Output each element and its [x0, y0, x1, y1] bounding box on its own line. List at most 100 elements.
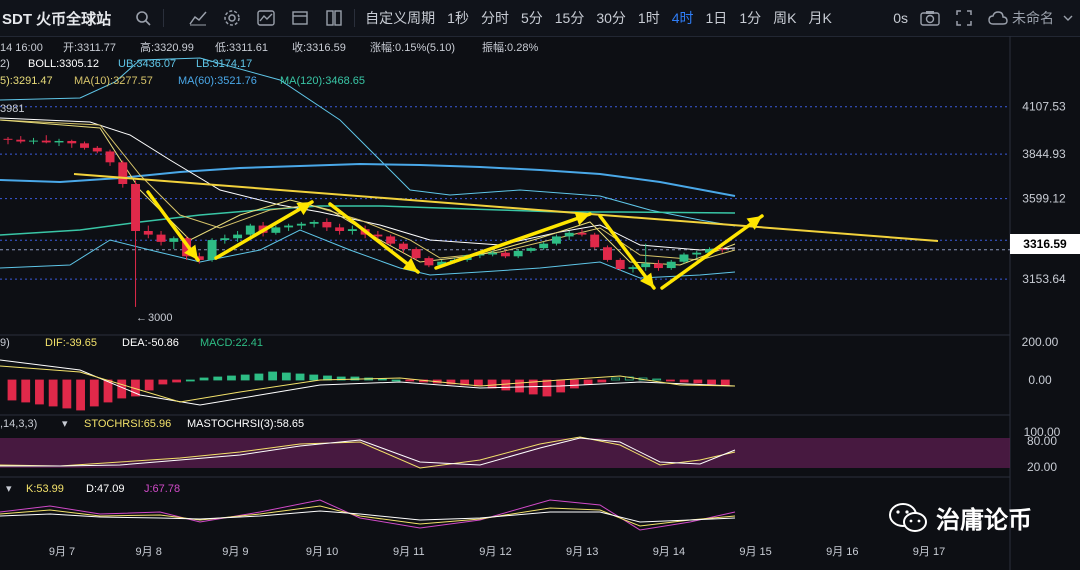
- candle-body: [245, 225, 255, 235]
- timeframe-4h[interactable]: 4时: [671, 10, 694, 26]
- candle-body: [577, 232, 587, 235]
- time-tick-label: 9月 7: [49, 546, 75, 558]
- kdj-j-line: [0, 499, 736, 531]
- macd-tick-label: 200.00: [1022, 335, 1059, 349]
- candle-body: [207, 240, 217, 260]
- svg-text:涨幅:0.15%(5.10): 涨幅:0.15%(5.10): [370, 41, 455, 54]
- chart-style-icon[interactable]: [256, 8, 276, 28]
- price-tick-label: 3153.64: [1022, 272, 1066, 286]
- stochrsi-line: [0, 436, 736, 469]
- macd-bar: [7, 379, 17, 401]
- candle-body: [347, 229, 357, 231]
- candle-body: [169, 238, 179, 242]
- svg-text:9): 9): [0, 337, 10, 349]
- kline-chart[interactable]: 4107.533844.933599.123369.033153.64200.0…: [0, 36, 1080, 570]
- macd-dea-line: [0, 359, 736, 406]
- stochrsi-tick-label: 100.00: [1024, 425, 1061, 439]
- boll-upper-line: [0, 57, 736, 227]
- candle-body: [488, 252, 498, 255]
- svg-text:MA(120):3468.65: MA(120):3468.65: [280, 75, 365, 87]
- svg-text:DIF:-39.65: DIF:-39.65: [45, 337, 97, 349]
- timeframe-5m[interactable]: 5分: [520, 10, 543, 26]
- chevron-down-icon[interactable]: [1058, 8, 1078, 28]
- cloud-icon[interactable]: [988, 8, 1008, 28]
- macd-bar: [583, 379, 593, 385]
- candle-body: [80, 143, 89, 148]
- macd-bar: [487, 379, 497, 389]
- kdj-info: ▾ K:53.99 D:47.09 J:67.78: [6, 483, 180, 495]
- kdj-d-line: [0, 510, 736, 523]
- time-tick-label: 9月 17: [913, 546, 945, 558]
- macd-panel: [0, 359, 736, 411]
- camera-icon[interactable]: [920, 8, 940, 28]
- macd-bar: [446, 379, 456, 385]
- candle-body: [437, 261, 447, 266]
- svg-text:BOLL:3305.12: BOLL:3305.12: [28, 58, 99, 70]
- timeframe-line[interactable]: 分时: [480, 10, 509, 26]
- candle-body: [373, 234, 383, 237]
- macd-bar: [172, 379, 182, 383]
- price-tick-label: 3844.93: [1022, 147, 1066, 161]
- candle-body: [233, 234, 243, 239]
- timeframe-week[interactable]: 周K: [773, 10, 797, 26]
- watermark: 治庸论币: [888, 500, 1032, 535]
- candle-body: [105, 151, 115, 163]
- timeframe-15m[interactable]: 15分: [554, 10, 585, 26]
- timeframe-1d[interactable]: 1日: [705, 10, 728, 26]
- timeframe-1m[interactable]: 1分: [739, 10, 762, 26]
- macd-bar: [720, 379, 730, 386]
- wechat-icon: [889, 502, 927, 532]
- timeframe-1s[interactable]: 1秒: [447, 10, 469, 26]
- macd-dif-line: [0, 365, 736, 403]
- ma-info: 5):3291.47 MA(10):3277.57 MA(60):3521.76…: [0, 75, 365, 87]
- candle-body: [398, 243, 408, 250]
- macd-bar: [405, 379, 415, 382]
- ma60-line: [0, 162, 736, 197]
- time-axis: 9月 7 9月 8 9月 9 9月 10 9月 11 9月 12 9月 13 9月 14 9月 …: [49, 546, 945, 558]
- macd-bar: [666, 379, 675, 382]
- grid: [0, 36, 1011, 570]
- stochrsi-dropdown-icon[interactable]: ▾: [62, 418, 68, 430]
- macd-bar: [309, 374, 319, 381]
- candle-body: [424, 258, 434, 266]
- macd-bar: [707, 379, 716, 385]
- candle-body: [705, 249, 714, 253]
- svg-text:J:67.78: J:67.78: [144, 483, 180, 495]
- layout-columns-icon[interactable]: [324, 8, 344, 28]
- boll-mid-line: [0, 117, 736, 251]
- timeframe-1h[interactable]: 1时: [637, 10, 660, 26]
- ohlc-info: 14 16:00 开:3311.77 高:3320.99 低:3311.61 收…: [0, 40, 538, 54]
- svg-text:,14,3,3): ,14,3,3): [0, 418, 37, 430]
- macd-bar: [391, 379, 401, 382]
- seconds-label[interactable]: 0s: [893, 10, 908, 26]
- macd-bar: [240, 374, 250, 381]
- trend-arrow: [598, 214, 656, 290]
- settings-gear-icon[interactable]: [222, 8, 242, 28]
- copy-layout-icon[interactable]: [290, 8, 310, 28]
- candle-body: [628, 267, 638, 269]
- candle-body: [131, 184, 141, 231]
- search-icon[interactable]: [133, 8, 153, 28]
- kdj-dropdown-icon[interactable]: ▾: [6, 483, 12, 495]
- macd-bar: [350, 376, 360, 381]
- svg-text:MA(10):3277.57: MA(10):3277.57: [74, 75, 153, 87]
- candle-body: [641, 263, 651, 268]
- layout-name-label[interactable]: 未命名: [1012, 10, 1054, 26]
- indicator-icon[interactable]: [188, 8, 208, 28]
- timeframe-month[interactable]: 月K: [808, 10, 832, 26]
- timeframe-30m[interactable]: 30分: [596, 10, 626, 26]
- candle-body: [41, 140, 51, 143]
- symbol-title[interactable]: SDT 火币全球站: [2, 10, 112, 28]
- macd-bar: [569, 379, 579, 389]
- candle-body: [296, 223, 306, 226]
- custom-period-button[interactable]: 自定义周期: [365, 10, 436, 26]
- macd-bar: [199, 377, 209, 381]
- stochrsi-tick-label: 80.00: [1027, 434, 1057, 448]
- candle-body: [717, 249, 727, 251]
- macd-bar: [131, 379, 140, 397]
- candle-body: [411, 249, 421, 259]
- current-price-tag: 3316.59: [1010, 234, 1080, 254]
- fullscreen-icon[interactable]: [954, 8, 974, 28]
- price-tick-label: 4107.53: [1022, 100, 1066, 114]
- svg-text:5):3291.47: 5):3291.47: [0, 75, 53, 87]
